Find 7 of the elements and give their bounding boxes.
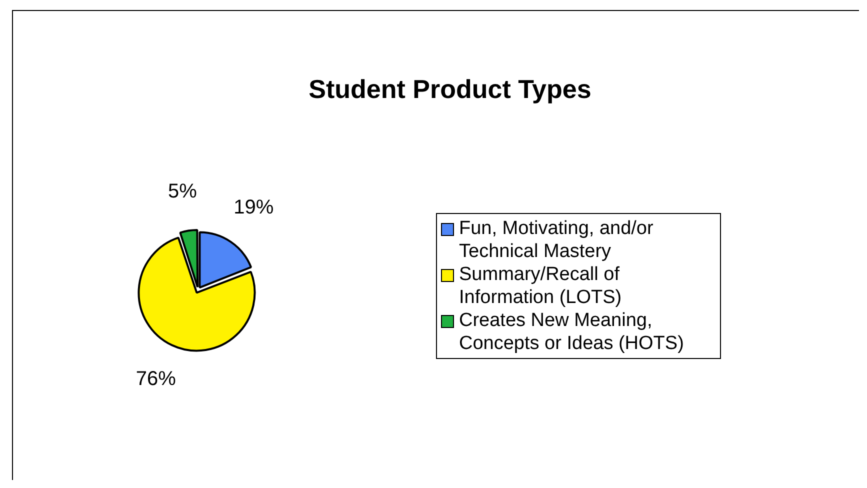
legend-label: Summary/Recall of Information (LOTS) [459, 263, 623, 309]
data-label: 19% [234, 196, 274, 219]
data-label: 5% [168, 180, 198, 203]
legend-label: Creates New Meaning, Concepts or Ideas (HOTS) [459, 309, 685, 355]
data-label: 76% [136, 368, 176, 390]
chart-title: Student Product Types [308, 74, 592, 105]
legend-label: Fun, Motivating, and/or Technical Mastery [459, 217, 654, 263]
